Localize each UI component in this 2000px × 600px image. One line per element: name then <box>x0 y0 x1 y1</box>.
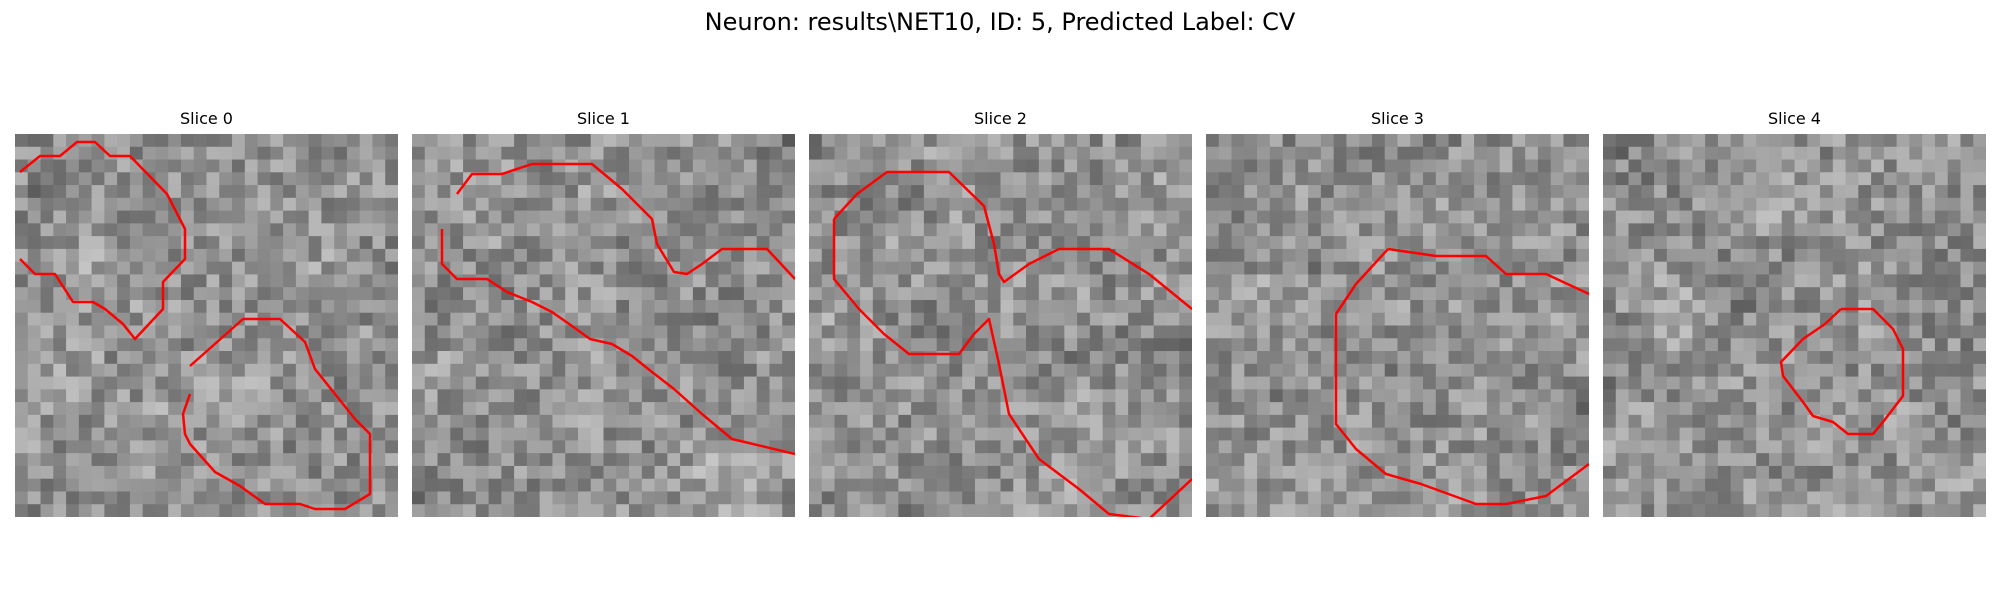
figure-title: Neuron: results\NET10, ID: 5, Predicted … <box>704 8 1296 36</box>
slice-title-0: Slice 0 <box>180 109 233 128</box>
contour-line <box>19 140 187 341</box>
contour-line <box>833 170 1192 310</box>
slice-panel-2: Slice 2 <box>809 108 1192 517</box>
contour-line <box>440 229 795 456</box>
contour-line <box>1779 307 1905 436</box>
slice-image-2 <box>809 134 1192 517</box>
slice-title-1: Slice 1 <box>577 109 630 128</box>
slice-image-0 <box>15 134 398 517</box>
slice-title-2: Slice 2 <box>974 109 1027 128</box>
contour-line <box>1334 248 1589 506</box>
slice-panel-4: Slice 4 <box>1603 108 1986 517</box>
slice-title-3: Slice 3 <box>1371 109 1424 128</box>
contour-line <box>181 317 372 511</box>
slice-panel-1: Slice 1 <box>412 108 795 517</box>
slice-panel-3: Slice 3 <box>1206 108 1589 517</box>
slice-image-1 <box>412 134 795 517</box>
slice-title-4: Slice 4 <box>1768 109 1821 128</box>
slice-image-4 <box>1603 134 1986 517</box>
contour-line <box>832 219 1192 517</box>
slice-panel-0: Slice 0 <box>15 108 398 517</box>
contour-line <box>456 162 795 280</box>
contour-line <box>1387 247 1589 296</box>
slice-image-3 <box>1206 134 1589 517</box>
